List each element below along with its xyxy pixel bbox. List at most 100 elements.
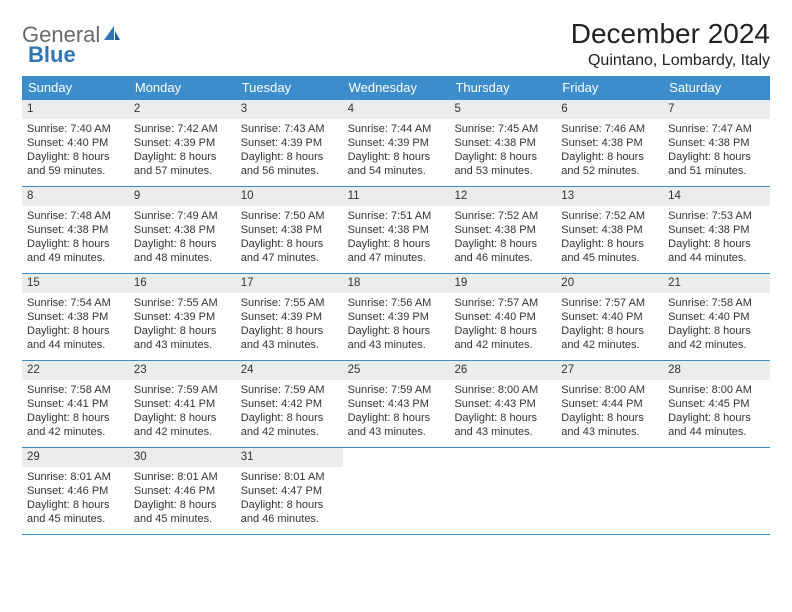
week-row: 29Sunrise: 8:01 AMSunset: 4:46 PMDayligh… (22, 448, 770, 535)
daylight-text: and 43 minutes. (134, 338, 231, 352)
sunrise-text: Sunrise: 7:51 AM (348, 209, 445, 223)
sunrise-text: Sunrise: 8:00 AM (668, 383, 765, 397)
daylight-text: Daylight: 8 hours (561, 411, 658, 425)
day-number: 23 (129, 361, 236, 380)
day-cell (343, 448, 450, 534)
day-cell (556, 448, 663, 534)
day-cell: 8Sunrise: 7:48 AMSunset: 4:38 PMDaylight… (22, 187, 129, 273)
daylight-text: Daylight: 8 hours (668, 411, 765, 425)
day-cell: 26Sunrise: 8:00 AMSunset: 4:43 PMDayligh… (449, 361, 556, 447)
day-number: 20 (556, 274, 663, 293)
sunset-text: Sunset: 4:39 PM (134, 310, 231, 324)
sunrise-text: Sunrise: 8:01 AM (27, 470, 124, 484)
sunrise-text: Sunrise: 8:01 AM (134, 470, 231, 484)
sunset-text: Sunset: 4:38 PM (348, 223, 445, 237)
day-number: 29 (22, 448, 129, 467)
day-cell: 13Sunrise: 7:52 AMSunset: 4:38 PMDayligh… (556, 187, 663, 273)
daylight-text: and 45 minutes. (561, 251, 658, 265)
day-cell: 27Sunrise: 8:00 AMSunset: 4:44 PMDayligh… (556, 361, 663, 447)
day-cell: 24Sunrise: 7:59 AMSunset: 4:42 PMDayligh… (236, 361, 343, 447)
daylight-text: and 42 minutes. (134, 425, 231, 439)
daylight-text: and 43 minutes. (454, 425, 551, 439)
daylight-text: and 48 minutes. (134, 251, 231, 265)
title-block: December 2024 Quintano, Lombardy, Italy (571, 18, 770, 70)
daylight-text: and 45 minutes. (134, 512, 231, 526)
daylight-text: and 44 minutes. (668, 425, 765, 439)
sunset-text: Sunset: 4:40 PM (27, 136, 124, 150)
daylight-text: and 42 minutes. (668, 338, 765, 352)
sunset-text: Sunset: 4:47 PM (241, 484, 338, 498)
daylight-text: and 47 minutes. (348, 251, 445, 265)
dow-tuesday: Tuesday (236, 76, 343, 100)
sunrise-text: Sunrise: 7:45 AM (454, 122, 551, 136)
sunrise-text: Sunrise: 7:57 AM (454, 296, 551, 310)
sunset-text: Sunset: 4:39 PM (241, 310, 338, 324)
sunrise-text: Sunrise: 7:59 AM (134, 383, 231, 397)
sunset-text: Sunset: 4:39 PM (241, 136, 338, 150)
daylight-text: and 42 minutes. (241, 425, 338, 439)
day-number: 19 (449, 274, 556, 293)
sunrise-text: Sunrise: 7:46 AM (561, 122, 658, 136)
daylight-text: and 42 minutes. (454, 338, 551, 352)
day-number: 24 (236, 361, 343, 380)
daylight-text: Daylight: 8 hours (27, 150, 124, 164)
week-row: 22Sunrise: 7:58 AMSunset: 4:41 PMDayligh… (22, 361, 770, 448)
daylight-text: and 45 minutes. (27, 512, 124, 526)
day-cell: 22Sunrise: 7:58 AMSunset: 4:41 PMDayligh… (22, 361, 129, 447)
sunset-text: Sunset: 4:38 PM (561, 136, 658, 150)
day-cell: 1Sunrise: 7:40 AMSunset: 4:40 PMDaylight… (22, 100, 129, 186)
daylight-text: and 42 minutes. (561, 338, 658, 352)
day-cell (663, 448, 770, 534)
daylight-text: and 46 minutes. (241, 512, 338, 526)
daylight-text: and 52 minutes. (561, 164, 658, 178)
day-number: 25 (343, 361, 450, 380)
week-row: 15Sunrise: 7:54 AMSunset: 4:38 PMDayligh… (22, 274, 770, 361)
day-number: 8 (22, 187, 129, 206)
daylight-text: Daylight: 8 hours (241, 237, 338, 251)
daylight-text: Daylight: 8 hours (134, 150, 231, 164)
sunset-text: Sunset: 4:38 PM (668, 223, 765, 237)
sunrise-text: Sunrise: 7:43 AM (241, 122, 338, 136)
sunset-text: Sunset: 4:41 PM (134, 397, 231, 411)
day-number: 4 (343, 100, 450, 119)
day-cell: 12Sunrise: 7:52 AMSunset: 4:38 PMDayligh… (449, 187, 556, 273)
sunrise-text: Sunrise: 7:48 AM (27, 209, 124, 223)
sunset-text: Sunset: 4:38 PM (668, 136, 765, 150)
day-number: 6 (556, 100, 663, 119)
day-cell: 2Sunrise: 7:42 AMSunset: 4:39 PMDaylight… (129, 100, 236, 186)
sunrise-text: Sunrise: 7:54 AM (27, 296, 124, 310)
daylight-text: and 53 minutes. (454, 164, 551, 178)
day-cell: 6Sunrise: 7:46 AMSunset: 4:38 PMDaylight… (556, 100, 663, 186)
day-cell: 5Sunrise: 7:45 AMSunset: 4:38 PMDaylight… (449, 100, 556, 186)
sunrise-text: Sunrise: 7:49 AM (134, 209, 231, 223)
sunrise-text: Sunrise: 7:42 AM (134, 122, 231, 136)
sunrise-text: Sunrise: 7:59 AM (241, 383, 338, 397)
dow-thursday: Thursday (449, 76, 556, 100)
sunrise-text: Sunrise: 8:00 AM (454, 383, 551, 397)
daylight-text: and 47 minutes. (241, 251, 338, 265)
daylight-text: Daylight: 8 hours (241, 324, 338, 338)
weeks-container: 1Sunrise: 7:40 AMSunset: 4:40 PMDaylight… (22, 100, 770, 535)
day-cell: 15Sunrise: 7:54 AMSunset: 4:38 PMDayligh… (22, 274, 129, 360)
dow-saturday: Saturday (663, 76, 770, 100)
sunrise-text: Sunrise: 7:56 AM (348, 296, 445, 310)
brand-word-2: Blue (28, 42, 76, 68)
sunrise-text: Sunrise: 7:53 AM (668, 209, 765, 223)
daylight-text: Daylight: 8 hours (27, 498, 124, 512)
day-cell: 3Sunrise: 7:43 AMSunset: 4:39 PMDaylight… (236, 100, 343, 186)
sunrise-text: Sunrise: 7:44 AM (348, 122, 445, 136)
daylight-text: Daylight: 8 hours (454, 237, 551, 251)
sunrise-text: Sunrise: 7:52 AM (454, 209, 551, 223)
daylight-text: and 43 minutes. (348, 425, 445, 439)
day-number: 26 (449, 361, 556, 380)
daylight-text: Daylight: 8 hours (454, 324, 551, 338)
sunset-text: Sunset: 4:38 PM (27, 223, 124, 237)
daylight-text: Daylight: 8 hours (241, 411, 338, 425)
daylight-text: Daylight: 8 hours (561, 324, 658, 338)
daylight-text: Daylight: 8 hours (241, 498, 338, 512)
sunset-text: Sunset: 4:39 PM (348, 136, 445, 150)
daylight-text: Daylight: 8 hours (27, 411, 124, 425)
dow-header-row: Sunday Monday Tuesday Wednesday Thursday… (22, 76, 770, 100)
day-cell: 20Sunrise: 7:57 AMSunset: 4:40 PMDayligh… (556, 274, 663, 360)
sunrise-text: Sunrise: 7:59 AM (348, 383, 445, 397)
